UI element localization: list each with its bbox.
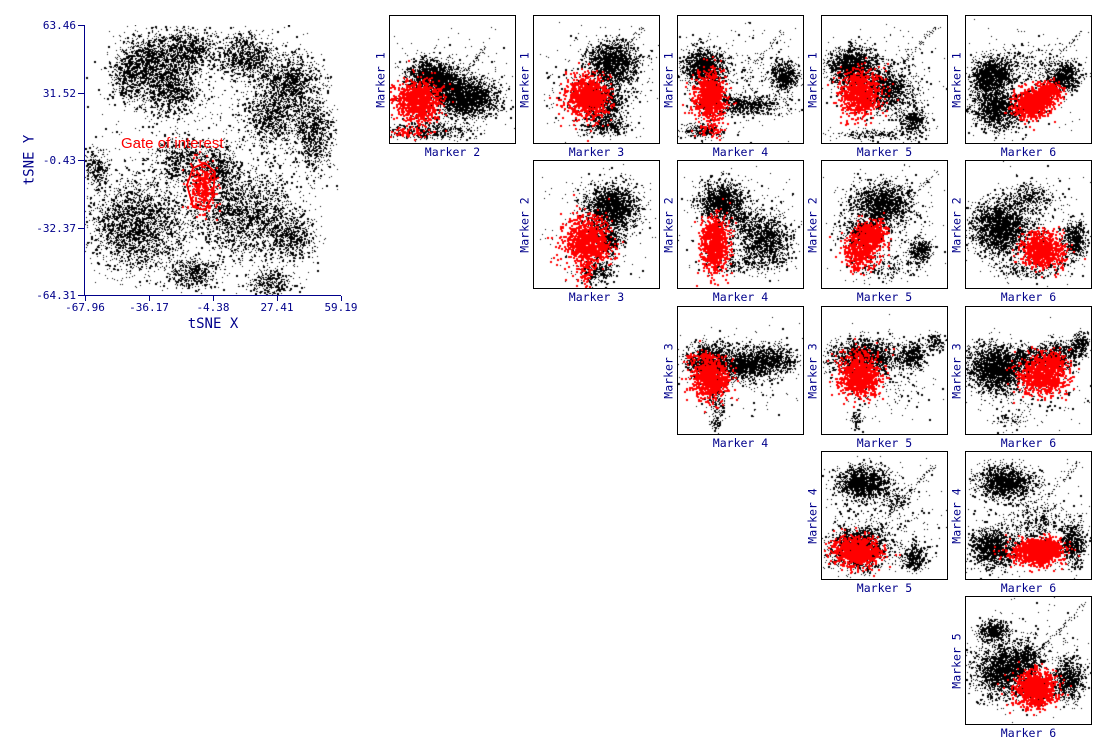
tsne-x-tick-mark — [85, 296, 86, 301]
tsne-y-tick-mark — [78, 295, 84, 296]
panel-y-label: Marker 2 — [806, 196, 821, 253]
panel-canvas — [678, 16, 803, 143]
panel-y-label: Marker 5 — [950, 632, 965, 689]
gate-polygon — [186, 161, 216, 212]
tsne-y-tick-label: 31.52 — [42, 87, 76, 100]
tsne-y-tick-label: 63.46 — [42, 19, 76, 32]
panel-y-label: Marker 3 — [662, 342, 677, 399]
tsne-x-tick-mark — [149, 296, 150, 301]
panel-x-label: Marker 6 — [1000, 726, 1057, 740]
scatter-panel-marker3-vs-marker4 — [677, 306, 804, 435]
panel-canvas — [678, 307, 803, 434]
scatter-panel-marker4-vs-marker5 — [821, 451, 948, 580]
tsne-y-tick-label: -32.37 — [36, 222, 76, 235]
panel-x-label: Marker 5 — [856, 436, 913, 450]
scatter-panel-marker2-vs-marker4 — [677, 160, 804, 289]
panel-canvas — [390, 16, 515, 143]
panel-canvas — [966, 307, 1091, 434]
tsne-y-tick-mark — [78, 160, 84, 161]
tsne-plot-area: Gate of interest — [84, 25, 341, 296]
panel-canvas — [678, 161, 803, 288]
gate-polygon-overlay — [186, 161, 216, 212]
panel-x-label: Marker 3 — [568, 145, 625, 159]
tsne-y-tick-mark — [78, 228, 84, 229]
panel-y-label: Marker 4 — [806, 487, 821, 544]
tsne-y-tick-mark — [78, 25, 84, 26]
panel-x-label: Marker 6 — [1000, 581, 1057, 595]
panel-x-label: Marker 2 — [424, 145, 481, 159]
panel-y-label: Marker 1 — [662, 51, 677, 108]
panel-x-label: Marker 3 — [568, 290, 625, 304]
panel-x-label: Marker 4 — [712, 145, 769, 159]
scatter-panel-marker2-vs-marker6 — [965, 160, 1092, 289]
scatter-panel-marker2-vs-marker3 — [533, 160, 660, 289]
panel-y-label: Marker 3 — [950, 342, 965, 399]
panel-x-label: Marker 6 — [1000, 145, 1057, 159]
panel-canvas — [822, 161, 947, 288]
tsne-y-tick-mark — [78, 93, 84, 94]
tsne-y-axis-label: tSNE Y — [21, 134, 38, 186]
panel-x-label: Marker 6 — [1000, 290, 1057, 304]
panel-canvas — [966, 452, 1091, 579]
panel-canvas — [534, 16, 659, 143]
tsne-x-tick-label: -4.38 — [196, 301, 230, 314]
panel-y-label: Marker 2 — [518, 196, 533, 253]
tsne-x-tick-mark — [277, 296, 278, 301]
panel-canvas — [534, 161, 659, 288]
tsne-x-tick-mark — [213, 296, 214, 301]
scatter-panel-marker1-vs-marker5 — [821, 15, 948, 144]
panel-x-label: Marker 5 — [856, 290, 913, 304]
panel-y-label: Marker 3 — [806, 342, 821, 399]
scatter-panel-marker2-vs-marker5 — [821, 160, 948, 289]
tsne-x-tick-mark — [341, 296, 342, 301]
panel-canvas — [822, 307, 947, 434]
scatter-panel-marker3-vs-marker5 — [821, 306, 948, 435]
panel-x-label: Marker 4 — [712, 436, 769, 450]
panel-canvas — [966, 16, 1091, 143]
panel-y-label: Marker 2 — [662, 196, 677, 253]
panel-x-label: Marker 4 — [712, 290, 769, 304]
panel-canvas — [966, 597, 1091, 724]
tsne-x-tick-label: 27.41 — [260, 301, 294, 314]
panel-canvas — [822, 16, 947, 143]
scatter-panel-marker1-vs-marker3 — [533, 15, 660, 144]
panel-y-label: Marker 4 — [950, 487, 965, 544]
panel-x-label: Marker 5 — [856, 145, 913, 159]
panel-y-label: Marker 2 — [950, 196, 965, 253]
scatter-panel-marker5-vs-marker6 — [965, 596, 1092, 725]
panel-y-label: Marker 1 — [806, 51, 821, 108]
scatter-panel-marker4-vs-marker6 — [965, 451, 1092, 580]
panel-x-label: Marker 5 — [856, 581, 913, 595]
tsne-y-tick-label: -64.31 — [36, 289, 76, 302]
panel-y-label: Marker 1 — [950, 51, 965, 108]
scatter-panel-marker3-vs-marker6 — [965, 306, 1092, 435]
panel-canvas — [822, 452, 947, 579]
tsne-x-tick-label: 59.19 — [324, 301, 358, 314]
scatter-panel-marker1-vs-marker6 — [965, 15, 1092, 144]
panel-canvas — [966, 161, 1091, 288]
gate-annotation: Gate of interest — [121, 135, 224, 152]
tsne-y-tick-label: -0.43 — [42, 154, 76, 167]
panel-y-label: Marker 1 — [518, 51, 533, 108]
panel-x-label: Marker 6 — [1000, 436, 1057, 450]
tsne-x-tick-label: -67.96 — [65, 301, 105, 314]
scatter-panel-marker1-vs-marker2 — [389, 15, 516, 144]
tsne-canvas — [85, 25, 341, 295]
tsne-x-axis-label: tSNE X — [187, 316, 239, 332]
scatter-panel-marker1-vs-marker4 — [677, 15, 804, 144]
panel-y-label: Marker 1 — [374, 51, 389, 108]
tsne-x-tick-label: -36.17 — [129, 301, 169, 314]
